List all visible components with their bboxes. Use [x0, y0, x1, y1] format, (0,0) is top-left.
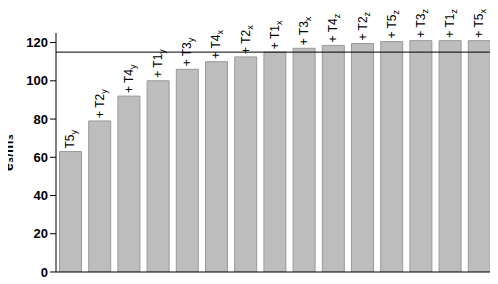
svg-text:20: 20 — [34, 226, 48, 241]
svg-text:100: 100 — [26, 73, 48, 88]
svg-text:+ T2z: + T2z — [356, 11, 372, 40]
svg-text:+ T2y: + T2y — [93, 89, 109, 118]
svg-text:e₃/m₃: e₃/m₃ — [8, 134, 16, 171]
svg-text:+ T1x: + T1x — [268, 20, 284, 49]
svg-text:+ T3z: + T3z — [414, 9, 430, 38]
svg-text:+ T4x: + T4x — [210, 30, 226, 59]
svg-text:+ T5x: + T5x — [472, 9, 488, 38]
svg-text:+ T2x: + T2x — [239, 25, 255, 54]
svg-text:+ T3y: + T3y — [180, 37, 196, 66]
svg-text:80: 80 — [34, 112, 48, 127]
svg-text:+ T4z: + T4z — [326, 13, 342, 42]
svg-text:+ T1z: + T1z — [443, 9, 459, 38]
svg-text:+ T4y: + T4y — [122, 64, 138, 93]
svg-text:+ T5z: + T5z — [385, 9, 401, 38]
svg-text:0: 0 — [41, 265, 48, 280]
svg-text:40: 40 — [34, 188, 48, 203]
svg-text:T5y: T5y — [64, 130, 80, 149]
svg-text:120: 120 — [26, 35, 48, 50]
svg-text:+ T3x: + T3x — [297, 16, 313, 45]
svg-text:60: 60 — [34, 150, 48, 165]
svg-text:+ T1y: + T1y — [151, 49, 167, 78]
